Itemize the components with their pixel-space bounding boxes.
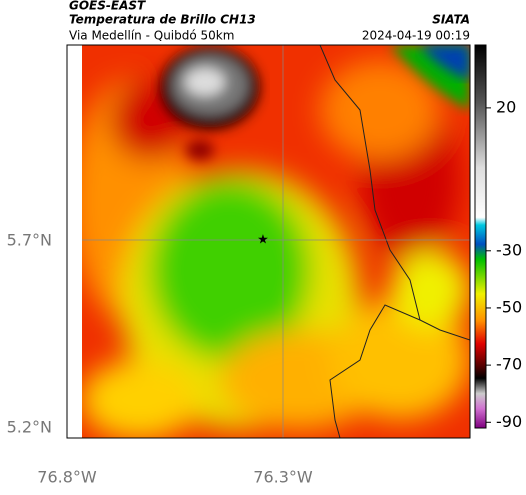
lon-label: 76.8°W xyxy=(37,468,97,487)
svg-text:★: ★ xyxy=(257,233,269,248)
map-frame xyxy=(66,44,471,439)
product: Temperatura de Brillo CH13 xyxy=(69,13,256,27)
satellite-image: ★ xyxy=(82,45,470,438)
colorbar-tick-label: -30 xyxy=(496,240,522,259)
source: SIATA xyxy=(432,13,470,27)
colorbar-tick-label: -70 xyxy=(496,355,522,374)
colorbar xyxy=(474,44,487,429)
lat-label: 5.2°N xyxy=(7,418,52,437)
timestamp: 2024-04-19 00:19 xyxy=(362,29,470,43)
lat-label: 5.7°N xyxy=(7,231,52,250)
colorbar-tick-label: -90 xyxy=(496,412,522,431)
colorbar-tick-label: -50 xyxy=(496,297,522,316)
satellite: GOES-EAST xyxy=(69,0,146,13)
lon-label: 76.3°W xyxy=(253,468,313,487)
colorbar-tick-label: 20 xyxy=(496,97,516,116)
route: Via Medellín - Quibdó 50km xyxy=(69,29,234,43)
